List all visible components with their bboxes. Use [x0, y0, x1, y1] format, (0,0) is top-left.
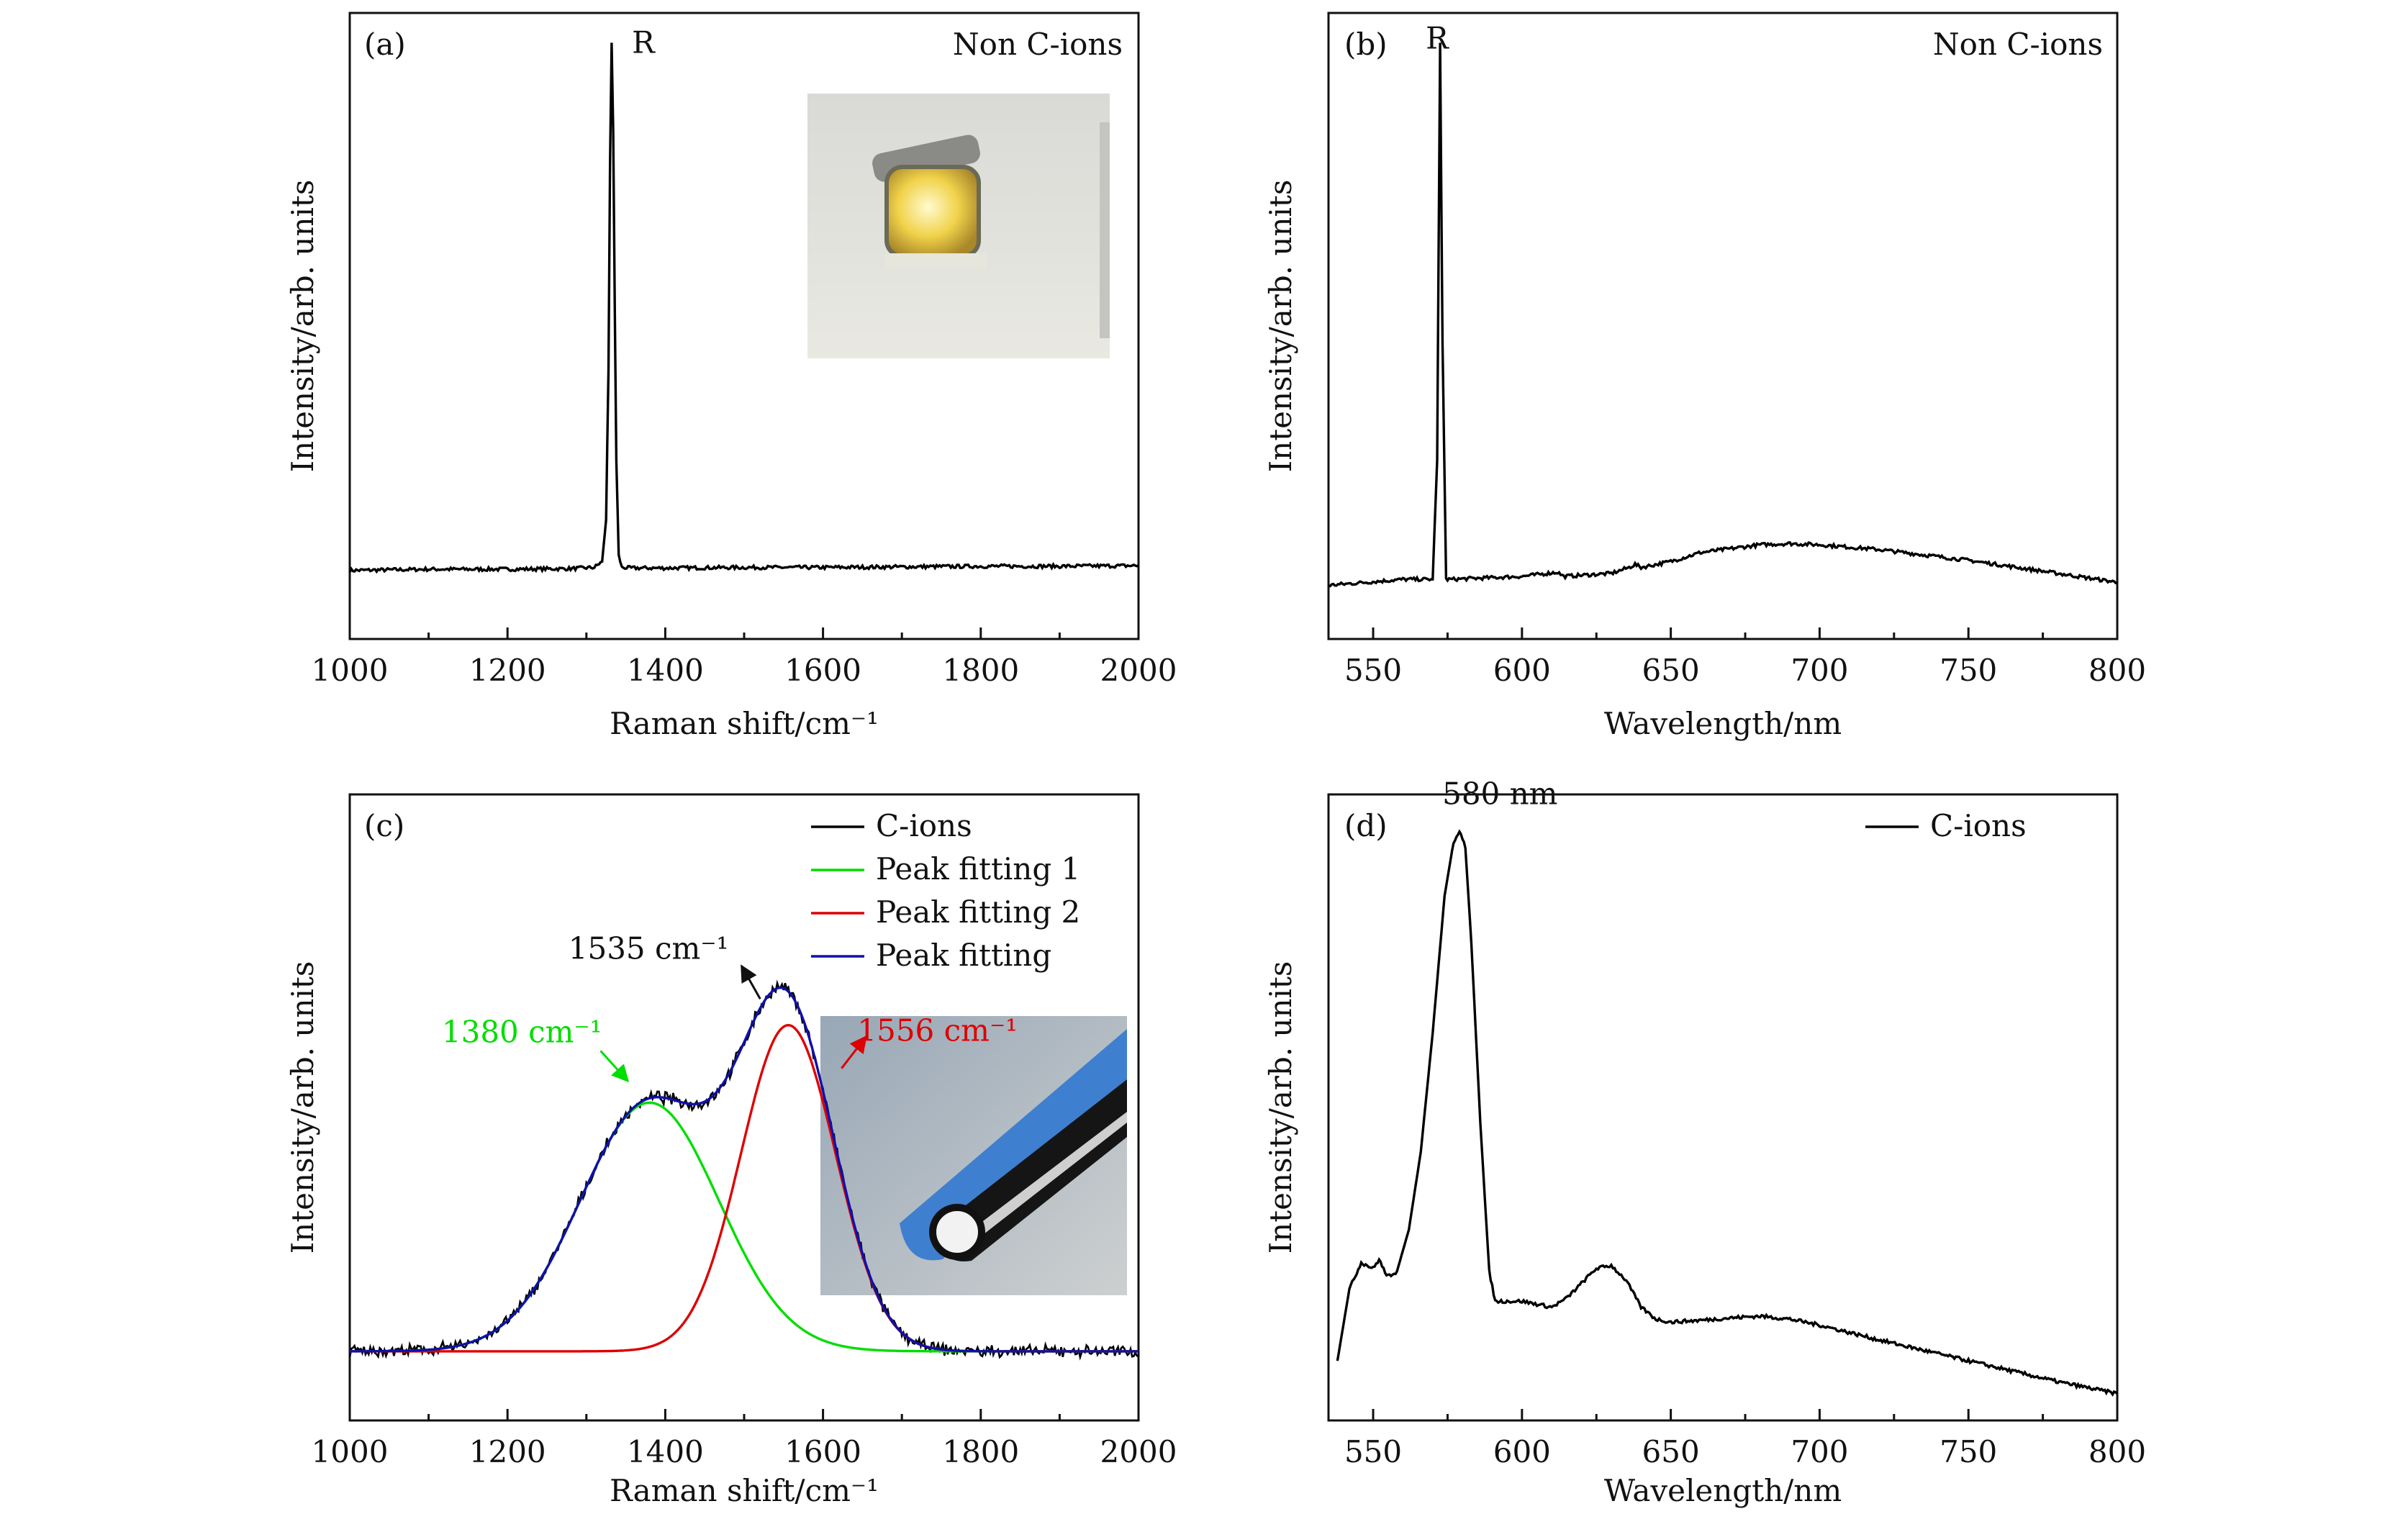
- x-tick-label: 650: [1642, 653, 1700, 688]
- series: [1328, 42, 2118, 588]
- inset-side-bar: [1100, 122, 1110, 338]
- legend-label: Peak fitting 1: [876, 851, 1080, 887]
- x-axis-label: Raman shift/cm⁻¹: [610, 706, 879, 741]
- x-tick-label: 800: [2088, 653, 2146, 688]
- series-line: [1328, 42, 2118, 588]
- y-axis-label: Intensity/arb. units: [1263, 180, 1298, 473]
- inset-holder-blue: [900, 1029, 1127, 1261]
- x-tick-label: 700: [1791, 653, 1848, 688]
- annotation-label: 1556 cm⁻¹: [857, 1013, 1018, 1048]
- x-tick-label: 1600: [784, 1434, 861, 1469]
- x-tick-label: 600: [1493, 653, 1551, 688]
- x-tick-label: 2000: [1100, 1434, 1177, 1469]
- x-tick-label: 1200: [469, 1434, 546, 1469]
- inset-holder-black: [941, 1079, 1127, 1261]
- x-tick-label: 1000: [312, 653, 389, 688]
- corner-text: Non C-ions: [953, 27, 1123, 62]
- x-tick-label: 2000: [1100, 653, 1177, 688]
- x-tick-label: 1400: [627, 1434, 704, 1469]
- x-axis-label: Wavelength/nm: [1604, 1473, 1842, 1508]
- x-tick-label: 1600: [784, 653, 861, 688]
- y-axis-label: Intensity/arb. units: [285, 961, 320, 1254]
- series-line: [1336, 829, 2119, 1397]
- x-tick-label: 600: [1493, 1434, 1551, 1469]
- panel-a: (a) Non C-ions Raman shift/cm⁻¹ Intensit…: [285, 12, 1177, 741]
- x-tick-label: 1400: [627, 653, 704, 688]
- legend-label: C-ions: [876, 808, 972, 843]
- legend-label: Peak fitting: [876, 938, 1051, 973]
- y-axis-label: Intensity/arb. units: [285, 180, 320, 473]
- x-axis-label: Raman shift/cm⁻¹: [610, 1473, 879, 1508]
- series: [1336, 829, 2119, 1397]
- x-tick-label: 550: [1344, 653, 1402, 688]
- x-tick-label: 750: [1939, 653, 1997, 688]
- annotations: R: [632, 24, 656, 60]
- inset-crystal-base: [885, 253, 986, 268]
- panel-c: (c) Raman shift/cm⁻¹ Intensity/arb. unit…: [285, 793, 1177, 1508]
- annotations: 1535 cm⁻¹ 1380 cm⁻¹ 1556 cm⁻¹: [442, 930, 1018, 1083]
- x-tick-label: 650: [1642, 1434, 1700, 1469]
- annotation-label: 580 nm: [1442, 776, 1557, 812]
- x-tick-label: 750: [1939, 1434, 1997, 1469]
- annotations: R: [1426, 20, 1449, 55]
- inset-tip-photo: [820, 1016, 1127, 1295]
- x-tick-label: 1800: [942, 1434, 1019, 1469]
- series: [348, 979, 1139, 1361]
- x-tick-label: 1200: [469, 653, 546, 688]
- x-axis-label: Wavelength/nm: [1604, 706, 1842, 741]
- legend: C-ions Peak fitting 1 Peak fitting 2 Peak f…: [811, 808, 1080, 973]
- annotation-label: R: [1426, 20, 1449, 55]
- panel-b: (b) Non C-ions Wavelength/nm Intensity/a…: [1263, 12, 2146, 741]
- corner-text: Non C-ions: [1933, 27, 2103, 62]
- series-line: [348, 42, 1139, 574]
- x-tick-label: 800: [2088, 1434, 2146, 1469]
- legend: C-ions: [1865, 808, 2027, 843]
- panel-label: (d): [1344, 808, 1388, 843]
- x-ticks: 550 600 650 700 750 800: [1344, 627, 2146, 688]
- x-ticks: 550 600 650 700 750 800: [1344, 1409, 2146, 1469]
- panel-label: (b): [1344, 27, 1388, 62]
- series: [348, 42, 1139, 574]
- inset-tip: [929, 1204, 985, 1260]
- plot-frame: [1327, 12, 2119, 640]
- x-ticks: 1000 1200 1400 1600 1800 2000: [312, 627, 1177, 688]
- annotation-label: 1535 cm⁻¹: [569, 930, 729, 966]
- inset-crystal: [884, 165, 981, 258]
- x-tick-label: 700: [1791, 1434, 1848, 1469]
- annotation-label: 1380 cm⁻¹: [442, 1014, 602, 1049]
- annotation-arrow: [599, 1050, 630, 1083]
- x-ticks: 1000 1200 1400 1600 1800 2000: [312, 1409, 1177, 1469]
- inset-crystal-photo: [807, 94, 1110, 358]
- series-line: [350, 986, 1139, 1353]
- annotation-label: R: [632, 24, 656, 60]
- plot-frame: [1327, 793, 2119, 1422]
- x-tick-label: 1000: [312, 1434, 389, 1469]
- annotation-arrow: [841, 1035, 867, 1069]
- annotation-arrow: [741, 964, 761, 1000]
- legend-label: Peak fitting 2: [876, 894, 1080, 930]
- x-tick-label: 1800: [942, 653, 1019, 688]
- inset-holder-stripe: [954, 1112, 1127, 1252]
- panel-d: (d) Wavelength/nm Intensity/arb. units 5…: [1263, 776, 2146, 1508]
- legend-label: C-ions: [1930, 808, 2027, 843]
- x-tick-label: 550: [1344, 1434, 1402, 1469]
- panel-label: (c): [364, 808, 404, 843]
- annotations: 580 nm: [1442, 776, 1557, 812]
- y-axis-label: Intensity/arb. units: [1263, 961, 1298, 1254]
- panel-label: (a): [364, 27, 406, 62]
